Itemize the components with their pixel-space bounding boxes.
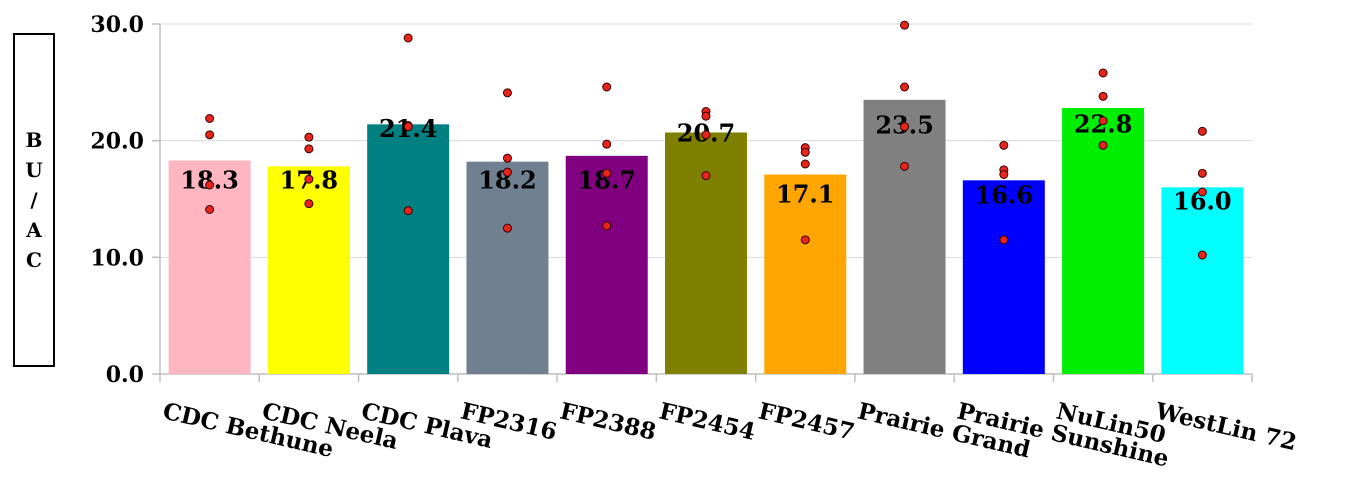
data-point <box>1098 68 1108 78</box>
y-tick-label: 10.0 <box>90 245 144 271</box>
bar <box>863 99 946 374</box>
data-point <box>403 33 413 43</box>
data-point <box>701 171 711 181</box>
data-label: 17.1 <box>776 179 834 208</box>
data-point <box>1197 250 1207 260</box>
data-label: 16.6 <box>975 181 1033 210</box>
x-category-label: FP2457 <box>756 398 857 446</box>
bar <box>1161 187 1244 374</box>
data-point <box>1197 168 1207 178</box>
data-point <box>602 221 612 231</box>
data-point <box>701 111 711 121</box>
data-point <box>502 153 512 163</box>
data-point <box>602 168 612 178</box>
bar <box>267 166 350 374</box>
data-point <box>304 174 314 184</box>
data-point <box>900 82 910 92</box>
y-axis-title: B U / A C <box>25 128 43 272</box>
data-point <box>1098 140 1108 150</box>
y-axis-title-box: B U / A C <box>13 33 55 367</box>
data-point <box>205 180 215 190</box>
x-category-label: FP2454 <box>657 398 758 446</box>
data-point <box>602 82 612 92</box>
data-point <box>1197 187 1207 197</box>
bar <box>962 180 1045 374</box>
data-point <box>502 167 512 177</box>
data-point <box>999 235 1009 245</box>
x-category-label: FP2388 <box>557 398 658 446</box>
data-label: 18.3 <box>180 165 238 194</box>
x-category-label: WestLin 72 <box>1152 397 1299 456</box>
data-point <box>205 205 215 214</box>
bar <box>168 160 251 374</box>
data-point <box>900 20 910 30</box>
y-tick-label: 30.0 <box>90 12 144 38</box>
data-point <box>999 170 1009 179</box>
data-point <box>900 161 910 171</box>
data-point <box>900 122 910 132</box>
bar <box>1062 108 1145 374</box>
data-point <box>403 206 413 216</box>
y-tick-label: 20.0 <box>90 129 144 155</box>
data-point <box>800 159 810 169</box>
y-tick-label: 0.0 <box>106 362 144 388</box>
bar <box>466 161 549 374</box>
data-point <box>205 114 215 123</box>
bar <box>367 124 450 374</box>
data-point <box>304 144 314 154</box>
data-point <box>502 88 512 98</box>
data-point <box>403 122 413 132</box>
data-point <box>304 132 314 142</box>
data-point <box>602 139 612 149</box>
bar <box>665 132 747 374</box>
data-point <box>701 130 711 140</box>
data-point <box>1098 116 1108 126</box>
data-point <box>304 199 314 209</box>
data-point <box>800 235 810 245</box>
data-point <box>1098 91 1108 101</box>
data-point <box>205 130 215 140</box>
data-point <box>800 147 810 157</box>
data-point <box>999 140 1009 150</box>
bar <box>764 174 847 374</box>
bar <box>565 155 648 374</box>
data-point <box>502 223 512 233</box>
data-point <box>1197 126 1207 136</box>
